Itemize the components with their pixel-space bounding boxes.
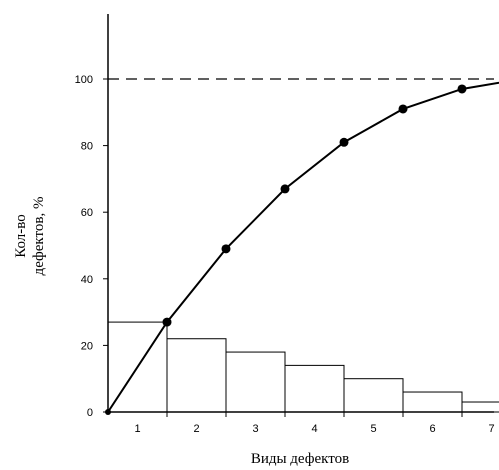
bars-group [107,321,499,413]
bar-5 [343,378,404,413]
x-tick-label-5: 5 [370,423,376,435]
x-axis-title: Виды дефектов [251,451,349,467]
x-tick-label-7: 7 [488,423,494,435]
cumulative-line [107,81,499,413]
y-axis-title: Кол-во дефектов, % [13,197,47,276]
x-tick-label-6: 6 [429,423,435,435]
cumulative-point-3 [280,184,290,194]
y-axis-title-line1: Кол-во [13,214,29,258]
bar-7 [461,401,499,413]
bar-6 [402,391,463,413]
x-tick-label-4: 4 [311,423,317,435]
x-tick-label-2: 2 [193,423,199,435]
cumulative-point-2 [221,244,231,254]
cumulative-point-5 [398,104,408,114]
y-tick-label-0: 0 [87,407,93,419]
cumulative-point-6 [457,84,467,94]
cumulative-points-group [105,84,467,415]
x-ticks-group: 1 2 3 4 5 6 7 [134,412,495,435]
y-ticks-group: 0 20 40 60 80 100 [75,74,108,419]
bar-3 [225,351,286,413]
cumulative-point-4 [339,137,349,147]
y-tick-label-40: 40 [81,274,93,286]
bar-4 [284,364,345,413]
y-tick-label-60: 60 [81,207,93,219]
bar-2 [166,338,227,413]
y-tick-label-20: 20 [81,340,93,352]
y-tick-label-100: 100 [75,74,93,86]
x-tick-label-1: 1 [134,423,140,435]
cumulative-point-0 [105,409,111,415]
x-tick-label-3: 3 [252,423,258,435]
y-axis-title-line2: дефектов, % [31,197,47,276]
cumulative-point-1 [162,317,172,327]
y-tick-label-80: 80 [81,141,93,153]
